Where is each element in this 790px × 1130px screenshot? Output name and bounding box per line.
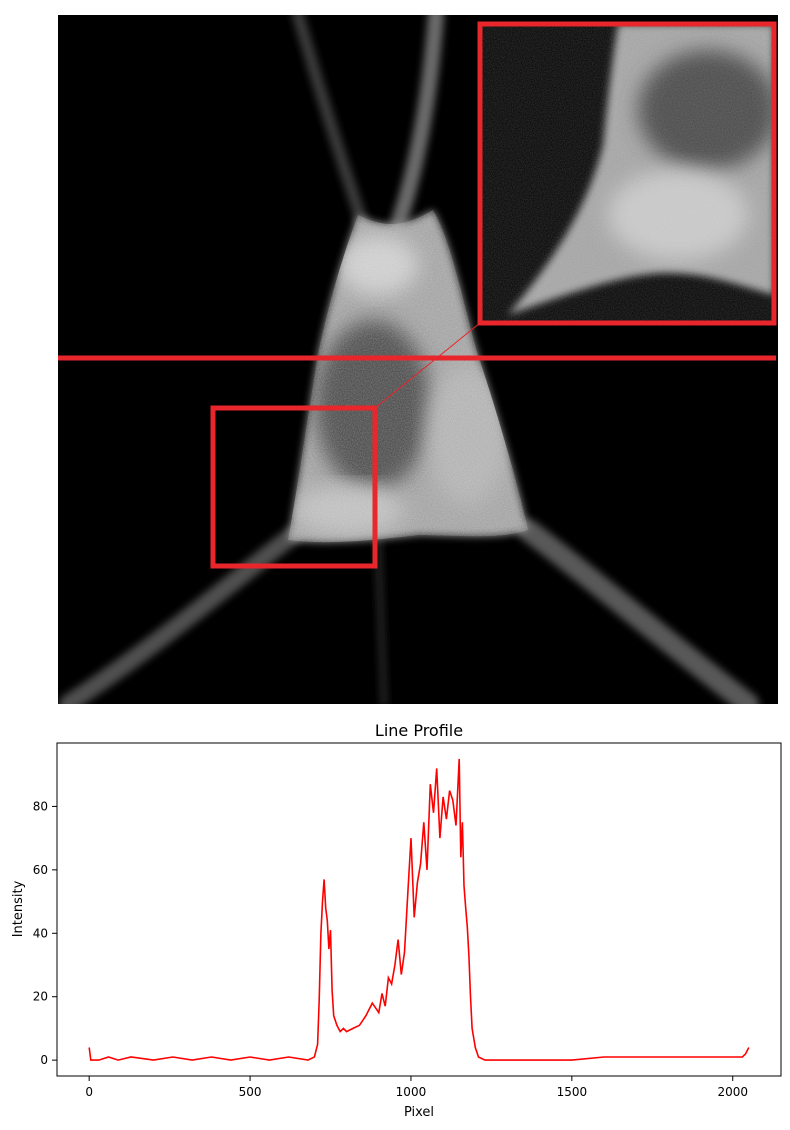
line-profile-chart: Line Profile 0 500 1000 1500 2000 020406080 … — [11, 721, 782, 1120]
y-tick-label: 80 — [33, 799, 48, 813]
y-tick-label: 20 — [33, 990, 48, 1004]
y-tick-label: 0 — [40, 1053, 48, 1067]
x-tick-label: 1500 — [557, 1085, 588, 1099]
x-tick-label: 0 — [85, 1085, 93, 1099]
inset-box — [477, 21, 777, 326]
plot-frame — [56, 742, 782, 1077]
micrograph-panel — [58, 15, 778, 704]
cell-processes — [59, 15, 759, 704]
x-tick-label: 2000 — [717, 1085, 748, 1099]
series-line-intensity — [88, 758, 750, 1061]
y-axis: 0 20 40 60 80 — [33, 799, 57, 1067]
inset-connector — [374, 322, 481, 409]
x-tick-label: 500 — [239, 1085, 262, 1099]
y-axis-label: Intensity — [11, 880, 26, 937]
inset-image — [480, 24, 774, 323]
x-tick-label: 1000 — [396, 1085, 427, 1099]
y-tick-label: 40 — [33, 926, 48, 940]
roi-box — [210, 405, 378, 569]
y-tick-label: 60 — [33, 863, 48, 877]
x-axis: 0 500 1000 1500 2000 — [85, 1076, 748, 1099]
x-axis-label: Pixel — [404, 1105, 434, 1120]
chart-title: Line Profile — [375, 721, 463, 740]
